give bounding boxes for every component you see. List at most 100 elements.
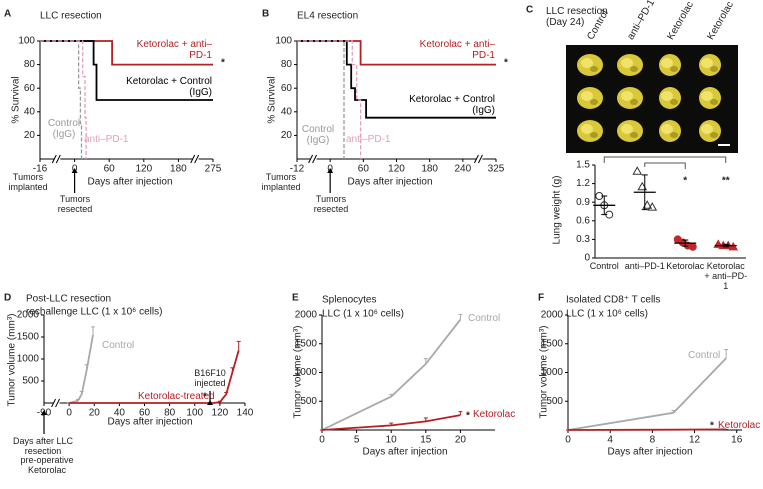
- sd-bar: [601, 195, 608, 216]
- error-bar: [423, 417, 428, 422]
- series-label: Ketorolac + anti–PD-1: [136, 39, 212, 61]
- annotation: Tumors resected: [313, 194, 349, 214]
- significance-star: *: [221, 58, 225, 69]
- lung-sample-shade: [630, 99, 638, 105]
- axis-break: [55, 398, 61, 408]
- lung-sample-highlight: [701, 124, 713, 134]
- chart-title: LLC resection (Day 24): [546, 6, 608, 28]
- y-tick-label: 1500: [541, 338, 564, 349]
- y-tick-label: 80: [24, 59, 36, 70]
- x-tick-label: 5: [354, 435, 360, 446]
- y-tick-label: 0.3: [576, 234, 590, 245]
- series-line: [40, 40, 213, 101]
- x-tick-label-box: Ketorolac: [666, 261, 705, 271]
- y-tick-label: 20: [24, 130, 36, 141]
- data-point: [688, 242, 697, 251]
- y-tick-label: 60: [24, 83, 36, 94]
- axis-break: [477, 154, 483, 164]
- x-tick-label: 325: [488, 164, 505, 175]
- lung-sample-highlight: [581, 124, 593, 134]
- chart-subtitle: LLC (1 x 10⁶ cells): [566, 309, 648, 320]
- series-label: Control: [688, 350, 721, 361]
- error-bar: [90, 326, 95, 335]
- y-tick-label: 100: [275, 36, 292, 47]
- series-label-box: Control: [468, 313, 500, 324]
- x-tick-label: 120: [388, 164, 405, 175]
- series-label-box: Control: [102, 340, 135, 351]
- annotation: pre-operative Ketorolac: [20, 455, 74, 475]
- sd-bar: [682, 239, 689, 247]
- y-tick-label: 500: [22, 376, 39, 387]
- error-bar: [75, 398, 80, 401]
- y-tick-label: 500: [546, 396, 563, 407]
- lung-sample-highlight: [621, 91, 633, 101]
- y-axis-label: Lung weight (g): [552, 176, 563, 245]
- x-tick-label: 8: [650, 435, 656, 446]
- axis-break-gap: [476, 156, 483, 162]
- annotation: Tumors resected: [57, 194, 93, 214]
- series-label: Control: [102, 340, 135, 351]
- chart-title: Splenocytes: [322, 295, 376, 306]
- annotation-box: Tumors implanted: [8, 172, 47, 192]
- x-tick-label: 60: [358, 164, 370, 175]
- series-label-box: Ketorolac + anti–PD-1: [136, 39, 212, 61]
- x-tick-label: Ketorolac: [666, 261, 705, 271]
- y-tick-label: 1000: [295, 367, 318, 378]
- x-tick-label: 120: [135, 164, 152, 175]
- x-tick-label-box: Ketorolac + anti–PD-1: [704, 261, 747, 291]
- x-axis-label: Days after injection: [87, 177, 172, 188]
- lung-sample-shade: [590, 132, 598, 138]
- x-tick-label: 0: [319, 435, 325, 446]
- y-tick-label: 2000: [295, 310, 318, 321]
- x-tick-label: 80: [164, 408, 176, 419]
- lung-sample-shade: [710, 99, 718, 105]
- lung-sample-highlight: [621, 124, 633, 134]
- annotation-box: Days after LLC resection: [13, 436, 73, 456]
- y-tick-label: 1.5: [576, 160, 590, 171]
- significance-star: *: [683, 176, 687, 187]
- y-axis-label: % Survival: [11, 76, 22, 123]
- panel-letter: B: [262, 9, 269, 20]
- series-label-box: Ketorolac + Control (IgG): [409, 94, 495, 116]
- y-tick-label: 20: [281, 130, 293, 141]
- error-bar: [84, 364, 89, 370]
- axis-break-gap: [53, 400, 60, 406]
- lung-sample-highlight: [701, 91, 713, 101]
- y-tick-label: 40: [281, 106, 293, 117]
- annotation-box: B16F10 injected: [194, 368, 226, 388]
- series-label-box: anti–PD-1: [346, 134, 390, 145]
- x-tick-label: 0: [565, 435, 571, 446]
- series-label-box: anti–PD-1: [84, 134, 128, 145]
- x-tick-label: -16: [33, 164, 48, 175]
- series-line: [567, 428, 727, 431]
- x-tick-label: 275: [205, 164, 222, 175]
- series-line: [297, 40, 496, 119]
- significance-star: *: [710, 421, 714, 432]
- series-label: Ketorolac + anti–PD-1: [419, 39, 495, 61]
- series-line: [40, 40, 87, 159]
- panel-letter: C: [526, 5, 533, 16]
- y-tick-label: 1500: [295, 338, 318, 349]
- y-axis-label: Tumor volume (mm³): [539, 326, 550, 419]
- lung-sample-highlight: [701, 58, 713, 68]
- lung-sample-highlight: [661, 58, 673, 68]
- lung-sample-shade: [630, 66, 638, 72]
- x-tick-label: 0: [66, 408, 72, 419]
- lung-sample-shade: [590, 99, 598, 105]
- x-tick-label: 4: [607, 435, 613, 446]
- y-tick-label: 1.2: [576, 178, 590, 189]
- x-tick-label: 140: [237, 408, 254, 419]
- lung-sample-shade: [670, 66, 678, 72]
- annotation-box: Tumors resected: [57, 194, 93, 214]
- chart-title: Post-LLC resection: [26, 294, 111, 305]
- error-bar: [423, 358, 428, 364]
- series-label-box: Ketorolac + anti–PD-1: [419, 39, 495, 61]
- significance-bracket: [603, 156, 727, 163]
- x-axis-label: Days after injection: [107, 417, 192, 428]
- x-axis-label: Days after injection: [362, 447, 447, 458]
- lung-sample-shade: [590, 66, 598, 72]
- series-label-box: Ketorolac + Control (IgG): [126, 76, 212, 98]
- x-tick-label: 180: [421, 164, 438, 175]
- annotation-box: Tumors implanted: [261, 172, 300, 192]
